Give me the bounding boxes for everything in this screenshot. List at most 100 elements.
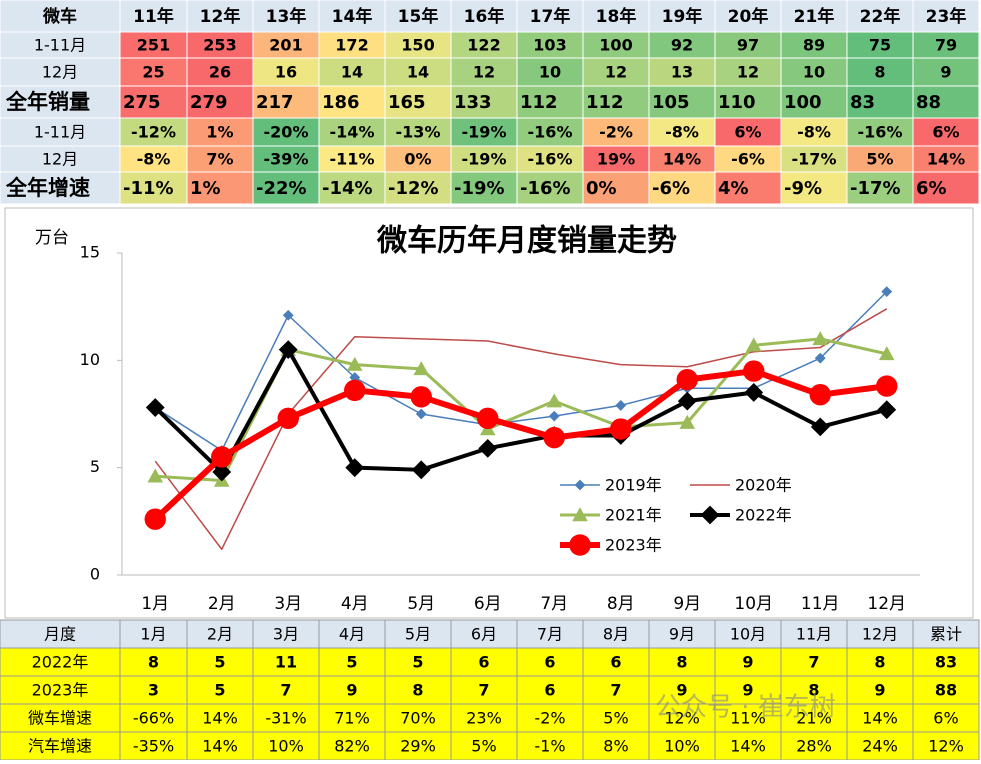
data-point: [615, 400, 627, 411]
cell-text: -13%: [396, 123, 441, 142]
cell-text: -16%: [520, 178, 571, 199]
cell-text: -66%: [133, 709, 174, 728]
data-point: [345, 458, 365, 478]
header-cell: [912, 619, 980, 649]
cell: [119, 703, 188, 733]
legend-label: 2022年: [735, 506, 792, 525]
header-text: 23年: [926, 6, 967, 27]
header-text: 3月: [273, 625, 299, 644]
data-point: [743, 360, 765, 382]
data-point: [610, 418, 632, 440]
heat-cell: [780, 85, 848, 119]
cell: [648, 647, 716, 677]
chart-title: 微车历年月度销量走势: [376, 224, 677, 259]
cell-text: -14%: [330, 123, 375, 142]
cell-text: -17%: [850, 178, 901, 199]
cell-text: 10: [803, 63, 825, 82]
cell-text: 29%: [400, 737, 436, 756]
cell-text: 7: [610, 681, 621, 700]
cell: [846, 647, 914, 677]
cell-text: 7: [478, 681, 489, 700]
header-text: 19年: [662, 6, 703, 27]
cell-text: 100: [784, 92, 822, 113]
cell-text: 12: [737, 63, 759, 82]
y-tick-label: 10: [80, 350, 100, 369]
cell-text: 92: [671, 36, 693, 55]
cell: [912, 675, 980, 705]
cell-text: 5: [412, 653, 423, 672]
data-point: [277, 407, 299, 430]
x-tick-label: 3月: [274, 594, 302, 614]
header-cell: [450, 0, 518, 33]
cell: [912, 703, 980, 733]
cell-text: 6%: [933, 709, 958, 728]
cell-text: 5%: [866, 150, 893, 169]
heat-cell: [714, 31, 782, 59]
x-tick-label: 4月: [341, 594, 369, 614]
cell-text: -22%: [256, 178, 307, 199]
cell-text: 14%: [202, 709, 238, 728]
cell-text: -11%: [330, 150, 375, 169]
cell-text: 150: [401, 36, 434, 55]
cell: [582, 703, 650, 733]
header-cell: [252, 0, 320, 33]
cell: [318, 647, 386, 677]
x-tick-label: 11月: [801, 594, 840, 614]
cell-text: 275: [123, 92, 161, 113]
heat-cell: [582, 85, 650, 119]
cell-text: 88: [916, 92, 941, 113]
header-cell: [516, 0, 584, 33]
cell-text: 12%: [664, 709, 700, 728]
cell-text: 6%: [734, 123, 761, 142]
row-label-cell: [0, 117, 121, 147]
cell-text: 89: [803, 36, 825, 55]
cell: [846, 731, 914, 761]
cell: [714, 731, 782, 761]
cell-text: 14%: [730, 737, 766, 756]
cell-text: 5%: [471, 737, 496, 756]
header-cell: [384, 0, 452, 33]
heat-cell: [846, 145, 914, 173]
cell-text: 71%: [334, 709, 370, 728]
cell-text: 103: [533, 36, 566, 55]
header-text: 5月: [405, 625, 431, 644]
data-point: [810, 417, 830, 437]
x-tick-label: 9月: [673, 594, 701, 614]
cell-text: -12%: [388, 178, 439, 199]
heat-cell: [846, 85, 914, 119]
row-label-cell: [0, 85, 121, 119]
heat-cell: [582, 117, 650, 147]
cell-text: 25: [142, 63, 164, 82]
data-point: [145, 398, 165, 417]
data-point: [282, 309, 294, 321]
data-point: [144, 508, 166, 530]
cell-text: -39%: [264, 150, 309, 169]
row-label: 12月: [42, 63, 78, 82]
heat-cell: [119, 171, 188, 205]
x-tick-label: 2月: [208, 594, 236, 614]
cell: [780, 731, 848, 761]
header-text: 1月: [140, 625, 166, 644]
heat-cell: [119, 145, 188, 173]
cell-text: -2%: [534, 709, 565, 728]
cell-text: 1%: [190, 178, 221, 199]
cell-text: -12%: [131, 123, 176, 142]
cell-text: 6: [478, 653, 489, 672]
cell-text: -20%: [264, 123, 309, 142]
header-cell: [450, 619, 518, 649]
cell-text: 12: [473, 63, 495, 82]
cell-text: 14: [341, 63, 363, 82]
cell: [516, 675, 584, 705]
cell-text: -16%: [528, 123, 573, 142]
row-label: 12月: [42, 150, 78, 169]
heat-cell: [384, 145, 452, 173]
header-text: 11年: [133, 6, 174, 27]
cell-text: 6%: [932, 123, 959, 142]
x-tick-label: 5月: [407, 594, 435, 614]
cell-text: 10%: [268, 737, 304, 756]
data-point: [278, 340, 298, 359]
data-point: [809, 383, 831, 406]
heat-cell: [186, 57, 254, 87]
cell: [450, 731, 518, 761]
legend-marker: [574, 479, 586, 491]
